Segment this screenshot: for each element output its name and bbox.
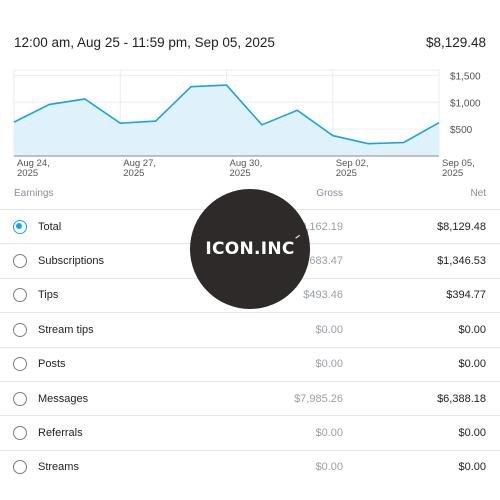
x-tick-label: 2025 [123, 168, 144, 179]
x-tick-label: Sep 05, [442, 158, 475, 169]
row-net: $0.00 [458, 323, 486, 336]
row-label: Subscriptions [38, 255, 105, 268]
y-tick-label: $1,500 [450, 71, 481, 82]
earnings-chart: $1,500 $1,000 $500 Aug 24, 2025 Aug 27, 2025 Au… [0, 66, 500, 186]
row-label: Tips [38, 289, 59, 302]
watermark-text: ICON.INC [205, 239, 295, 259]
row-net: $6,388.18 [437, 392, 486, 405]
row-label: Stream tips [38, 323, 94, 336]
row-label: Streams [38, 461, 79, 474]
radio-total[interactable] [13, 219, 27, 234]
radio-stream-tips[interactable] [13, 322, 27, 337]
radio-referrals[interactable] [13, 426, 27, 441]
table-header: Earnings Gross Net [14, 188, 486, 202]
date-range[interactable]: 12:00 am, Aug 25 - 11:59 pm, Sep 05, 202… [14, 34, 275, 50]
x-tick-label: 2025 [17, 168, 38, 179]
column-earnings: Earnings [14, 188, 54, 199]
radio-subscriptions[interactable] [13, 254, 27, 269]
row-gross: $0.00 [315, 427, 343, 440]
radio-posts[interactable] [13, 357, 27, 372]
x-tick-label: 2025 [230, 168, 251, 179]
earnings-row-stream-tips[interactable]: Stream tips $0.00 $0.00 [0, 312, 500, 346]
column-gross: Gross [316, 188, 343, 199]
row-net: $8,129.48 [437, 220, 486, 233]
row-gross: $493.46 [303, 289, 343, 302]
summary-header: 12:00 am, Aug 25 - 11:59 pm, Sep 05, 202… [14, 33, 486, 51]
total-earnings: $8,129.48 [425, 34, 486, 50]
row-label: Posts [38, 358, 66, 371]
y-tick-label: $1,000 [450, 98, 481, 109]
row-gross: $7,985.26 [294, 392, 343, 405]
x-tick-label: Aug 27, [123, 158, 156, 169]
row-gross: $0.00 [315, 358, 343, 371]
earnings-row-streams[interactable]: Streams $0.00 $0.00 [0, 449, 500, 484]
radio-messages[interactable] [13, 391, 27, 406]
row-gross: $0.00 [315, 461, 343, 474]
y-tick-label: $500 [450, 125, 473, 136]
row-net: $0.00 [458, 427, 486, 440]
row-net: $0.00 [458, 358, 486, 371]
radio-tips[interactable] [13, 288, 27, 303]
column-net: Net [470, 188, 486, 199]
x-tick-label: Aug 24, [17, 158, 50, 169]
earnings-row-referrals[interactable]: Referrals $0.00 $0.00 [0, 415, 500, 449]
row-gross: $0.00 [315, 323, 343, 336]
radio-streams[interactable] [13, 460, 27, 475]
row-net: $1,346.53 [437, 255, 486, 268]
earnings-row-messages[interactable]: Messages $7,985.26 $6,388.18 [0, 380, 500, 415]
row-net: $394.77 [446, 289, 486, 302]
x-tick-label: Sep 02, [336, 158, 369, 169]
x-tick-label: 2025 [336, 168, 357, 179]
watermark-logo: ICON.INC [190, 189, 310, 309]
row-label: Total [38, 220, 62, 233]
x-tick-label: Aug 30, [230, 158, 263, 169]
earnings-row-posts[interactable]: Posts $0.00 $0.00 [0, 346, 500, 381]
x-tick-label: 2025 [442, 168, 463, 179]
row-net: $0.00 [458, 461, 486, 474]
row-label: Referrals [38, 427, 83, 440]
row-label: Messages [38, 392, 89, 405]
area-fill [14, 85, 439, 156]
